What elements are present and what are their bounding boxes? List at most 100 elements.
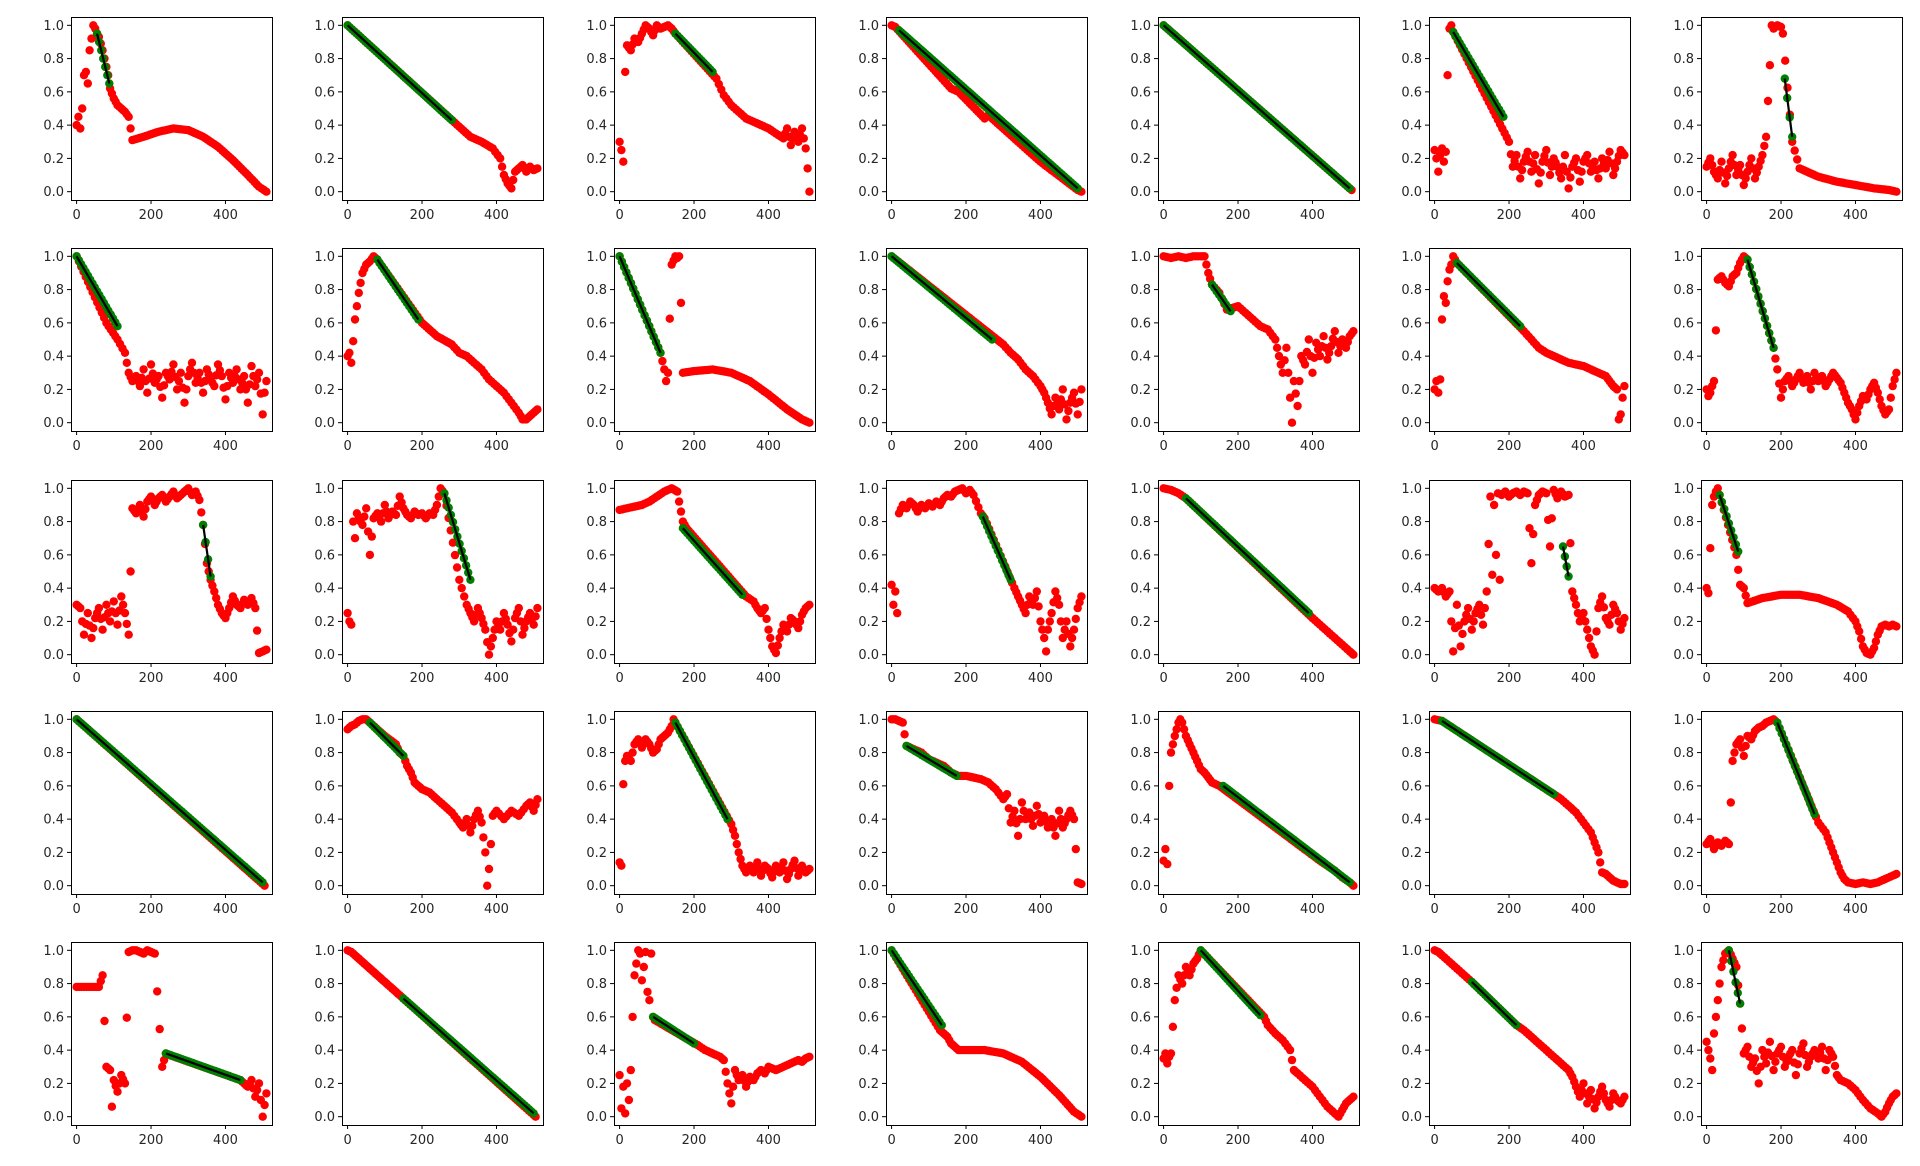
plot-area xyxy=(887,715,1086,889)
y-tick-label: 0.0 xyxy=(1130,185,1151,200)
y-tick-label: 0.6 xyxy=(1130,779,1151,794)
y-tick-label: 1.0 xyxy=(314,944,335,959)
red-point xyxy=(805,418,814,427)
red-point xyxy=(479,833,488,842)
red-point xyxy=(159,381,169,390)
x-tick-label: 200 xyxy=(1769,671,1794,686)
red-point xyxy=(1855,627,1864,636)
red-point xyxy=(615,137,624,146)
red-point xyxy=(1280,356,1289,365)
red-point xyxy=(120,348,130,357)
red-point xyxy=(1788,1045,1797,1055)
red-point xyxy=(89,623,98,633)
red-point xyxy=(1041,647,1051,656)
red-point xyxy=(1163,859,1172,869)
red-point xyxy=(1583,625,1592,634)
red-point xyxy=(124,112,133,122)
segment-center-line xyxy=(402,997,535,1115)
axes-frame xyxy=(71,942,273,1126)
red-point xyxy=(775,633,784,643)
y-tick-label: 0.2 xyxy=(586,1077,607,1092)
red-point xyxy=(1747,154,1756,163)
x-tick-label: 400 xyxy=(1028,1133,1053,1148)
red-point xyxy=(514,603,523,613)
red-point xyxy=(891,587,900,596)
axes-frame xyxy=(1429,17,1631,201)
red-point xyxy=(1571,154,1581,163)
y-tick-label: 0.8 xyxy=(43,977,64,992)
segment-center-line xyxy=(165,1052,241,1082)
red-point xyxy=(252,1085,262,1095)
y-tick-label: 0.6 xyxy=(858,316,879,331)
red-point xyxy=(661,376,671,386)
axes-frame xyxy=(1701,17,1903,201)
subplot-11: 0.00.20.40.60.81.00 200 400 xyxy=(858,248,1088,454)
subplot-21: 0.00.20.40.60.81.00 200 400 xyxy=(1673,480,1903,686)
red-point xyxy=(1349,327,1358,336)
red-point xyxy=(1043,625,1053,634)
red-point xyxy=(1517,165,1527,175)
red-point xyxy=(1315,351,1325,361)
red-point xyxy=(1763,96,1773,106)
subplot-14: 0.00.20.40.60.81.00 200 400 xyxy=(1673,248,1903,454)
red-point xyxy=(805,600,814,609)
red-point xyxy=(1547,514,1557,523)
red-point xyxy=(1319,332,1328,341)
y-tick-label: 0.6 xyxy=(1401,548,1422,563)
plot-area xyxy=(887,484,1086,656)
red-point xyxy=(1066,642,1075,651)
x-tick-label: 400 xyxy=(1028,671,1053,686)
x-tick-label: 400 xyxy=(484,671,509,686)
red-point xyxy=(1711,1012,1721,1022)
subplot-34: 0.00.20.40.60.81.00 200 400 xyxy=(1401,942,1631,1148)
y-tick-label: 0.8 xyxy=(586,515,607,530)
x-tick-label: 0 xyxy=(1702,902,1710,917)
subplot-31: 0.00.20.40.60.81.00 200 400 xyxy=(586,942,816,1148)
segment-center-line xyxy=(75,255,119,327)
y-tick-label: 1.0 xyxy=(1401,713,1422,728)
red-point xyxy=(766,633,775,643)
y-tick-label: 0.8 xyxy=(858,52,879,67)
subplot-20: 0.00.20.40.60.81.00 200 400 xyxy=(1401,480,1631,686)
segment-center-line xyxy=(905,744,958,777)
y-tick-label: 0.0 xyxy=(1130,416,1151,431)
y-tick-label: 0.0 xyxy=(858,416,879,431)
red-point xyxy=(356,278,365,288)
segment-center-line xyxy=(369,721,405,757)
y-tick-label: 0.0 xyxy=(1130,879,1151,894)
plot-area xyxy=(615,715,814,884)
y-tick-label: 0.6 xyxy=(1130,85,1151,100)
red-point xyxy=(1560,150,1570,160)
plot-area xyxy=(343,484,542,659)
y-tick-label: 0.4 xyxy=(586,813,607,828)
red-point xyxy=(619,780,628,789)
red-point xyxy=(1790,146,1799,155)
y-tick-label: 0.2 xyxy=(1401,846,1422,861)
red-point xyxy=(1709,376,1719,386)
plot-area xyxy=(1702,946,1901,1121)
red-point xyxy=(617,861,626,870)
y-tick-label: 0.0 xyxy=(1401,879,1422,894)
red-point xyxy=(719,1055,728,1065)
red-point xyxy=(1484,539,1493,549)
red-point xyxy=(1890,375,1899,384)
red-point xyxy=(533,164,542,173)
y-tick-label: 0.8 xyxy=(1401,283,1422,298)
plot-area xyxy=(887,21,1086,196)
red-point xyxy=(507,637,516,646)
red-point xyxy=(141,504,150,514)
x-tick-label: 200 xyxy=(410,439,435,454)
x-tick-label: 400 xyxy=(1571,1133,1596,1148)
red-point xyxy=(1480,603,1490,613)
red-point xyxy=(1739,751,1749,761)
red-point xyxy=(239,371,249,381)
red-point xyxy=(1610,164,1620,173)
y-tick-label: 0.6 xyxy=(314,779,335,794)
red-point xyxy=(1892,368,1901,377)
y-tick-label: 0.2 xyxy=(858,1077,879,1092)
red-point xyxy=(889,600,898,609)
x-tick-label: 0 xyxy=(1430,208,1438,223)
red-point xyxy=(362,504,371,513)
red-point xyxy=(727,1099,736,1108)
red-point xyxy=(805,187,814,196)
